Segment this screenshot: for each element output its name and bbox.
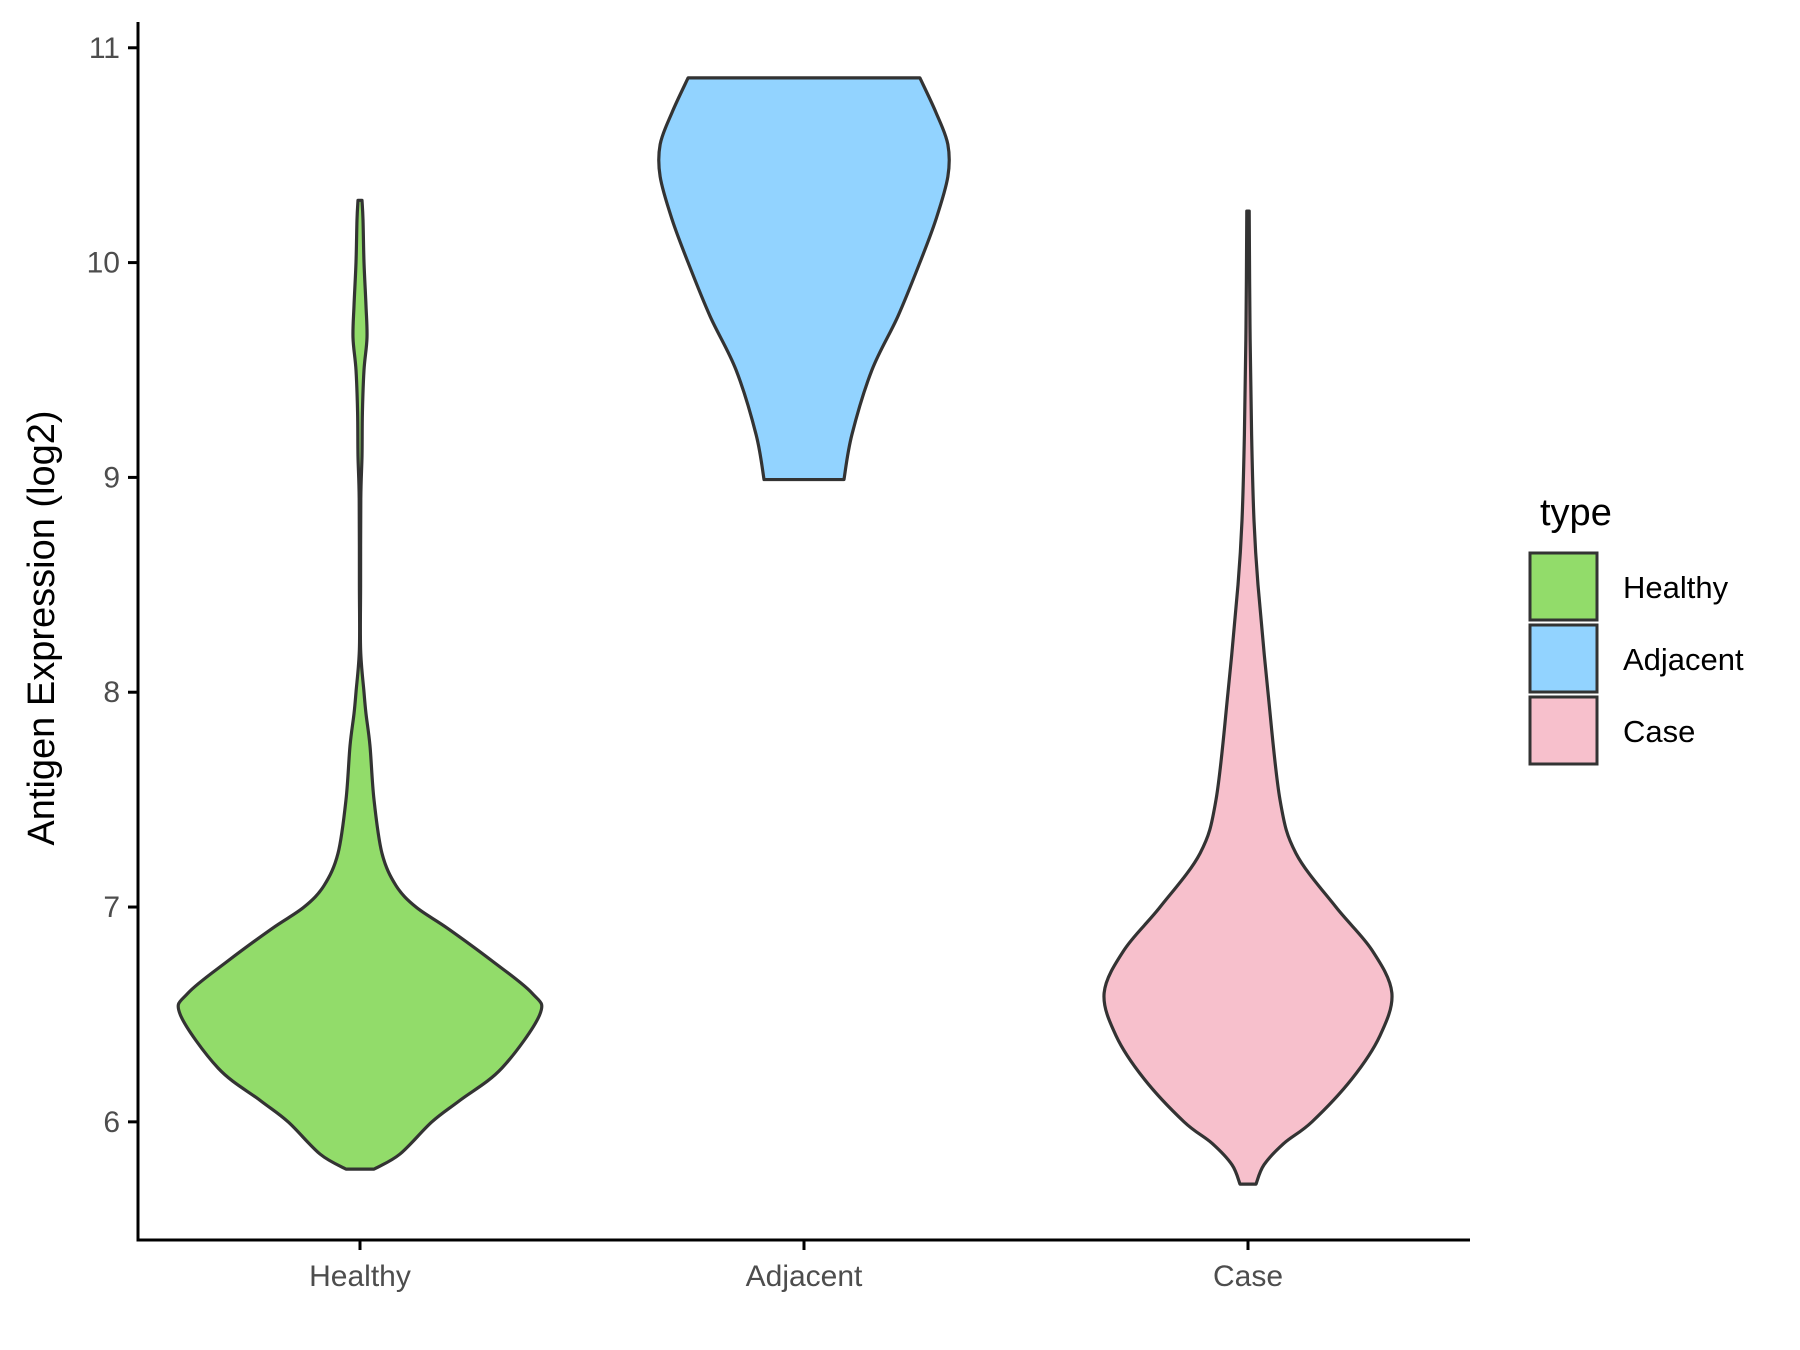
legend-label-adjacent: Adjacent [1623,642,1744,677]
legend-items: Healthy Adjacent Case [1528,551,1744,766]
violins [176,76,1394,1186]
violin-case [1102,209,1394,1186]
x-tick-label: Case [1213,1260,1283,1293]
y-tick-label: 7 [103,891,120,924]
y-tick-label: 10 [87,247,120,280]
legend-label-healthy: Healthy [1623,570,1729,605]
y-tick-label: 8 [103,676,120,709]
violin-adjacent [657,76,951,482]
y-tick-label: 11 [89,32,120,65]
y-tick-label: 6 [103,1106,120,1139]
x-tick-label: Healthy [309,1260,411,1293]
y-tick-label: 9 [103,461,120,494]
legend-swatch-healthy [1528,551,1599,622]
x-tick-label: Adjacent [746,1260,863,1293]
y-axis-ticks: 6 7 8 9 10 11 [87,32,138,1139]
legend-swatch-adjacent [1528,623,1599,694]
legend-label-case: Case [1623,714,1695,749]
legend-swatch-case [1528,695,1599,766]
violin-healthy [176,198,544,1171]
legend-title: type [1540,492,1612,534]
legend: type Healthy Adjacent Case [1528,492,1744,766]
x-axis-ticks: Healthy Adjacent Case [309,1240,1283,1293]
y-axis-title: Antigen Expression (log2) [21,410,63,845]
plot-area: 6 7 8 9 10 11 Healthy Adjacent Case [87,22,1470,1293]
